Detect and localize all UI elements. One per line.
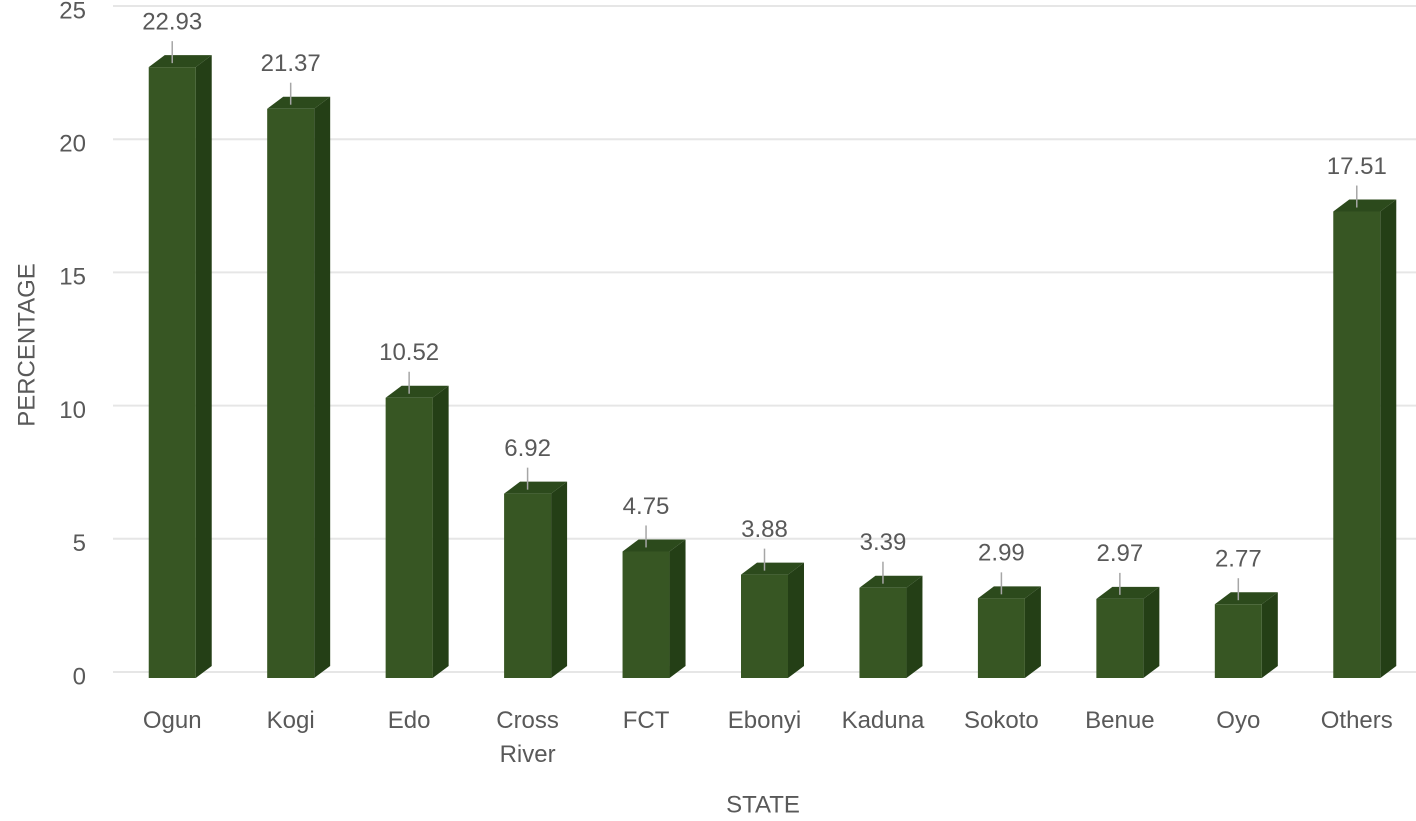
bar-side [1143,586,1160,678]
x-tick-label: Others [1320,707,1393,734]
value-label: 3.88 [741,516,788,543]
bar-side [314,96,331,679]
bar-front [977,598,1025,678]
y-tick-label: 10 [59,397,86,424]
bar [267,96,331,679]
bar [1214,592,1278,678]
bar [741,562,804,678]
value-label: 21.37 [261,50,321,77]
bar [859,575,923,678]
bar-side [1024,586,1041,678]
bar-side [669,539,686,678]
bar-top [267,96,331,109]
value-label: 22.93 [142,8,202,35]
x-axis-title: STATE [726,791,800,818]
y-tick-label: 25 [59,0,86,24]
bar-front [1214,604,1262,678]
x-tick-label: Benue [1085,707,1155,734]
bar [504,481,568,678]
value-label: 4.75 [623,493,670,520]
bar-side [906,575,923,678]
bar [622,539,686,678]
bar-top [148,55,212,68]
bar-side [1261,592,1278,678]
bar-side [551,481,568,678]
y-tick-label: 0 [73,663,86,690]
bar-front [267,108,315,679]
bar-top [1096,586,1160,599]
x-tick-label: Kogi [266,707,315,734]
bar-front [504,493,552,678]
value-label: 2.99 [978,540,1025,567]
y-tick-label: 5 [73,530,86,557]
bar-top [977,586,1041,599]
bar-front [859,587,907,678]
x-tick-label: Cross River [496,707,559,768]
x-tick-label: Ebonyi [727,707,802,734]
value-label: 17.51 [1327,153,1387,180]
y-tick-label: 20 [59,131,86,158]
bar [148,55,212,679]
value-label: 10.52 [379,339,439,366]
bar [1333,199,1397,678]
x-tick-label: FCT [622,707,670,734]
bar [977,586,1041,678]
bar-top [859,575,923,588]
x-tick-label: Kaduna [841,707,925,734]
bar-side [195,55,212,679]
bar-top [1333,199,1397,212]
bar-side [1380,199,1397,678]
value-label: 6.92 [504,435,551,462]
bar [1096,586,1160,678]
bar-front [622,551,670,678]
bar-top [385,385,449,398]
bar-front [1096,598,1144,678]
bar-front [148,67,196,679]
y-axis-title: PERCENTAGE [13,263,40,427]
value-label: 3.39 [860,529,907,556]
x-tick-label: Oyo [1216,707,1261,734]
bar-front [385,397,433,678]
bar-front [741,574,788,678]
bar-top [504,481,568,494]
bar-side [788,562,804,678]
x-tick-label: Sokoto [964,707,1039,734]
bar-top [1214,592,1278,605]
bar-front [1333,211,1381,678]
bar-top [622,539,686,552]
bar-top [741,562,804,575]
x-tick-label: Ogun [142,707,202,734]
x-tick-label: Edo [387,707,431,734]
value-label: 2.97 [1097,540,1144,567]
bar [385,385,449,678]
y-tick-label: 15 [59,264,86,291]
bar-side [432,385,449,678]
value-label: 2.77 [1215,546,1262,573]
